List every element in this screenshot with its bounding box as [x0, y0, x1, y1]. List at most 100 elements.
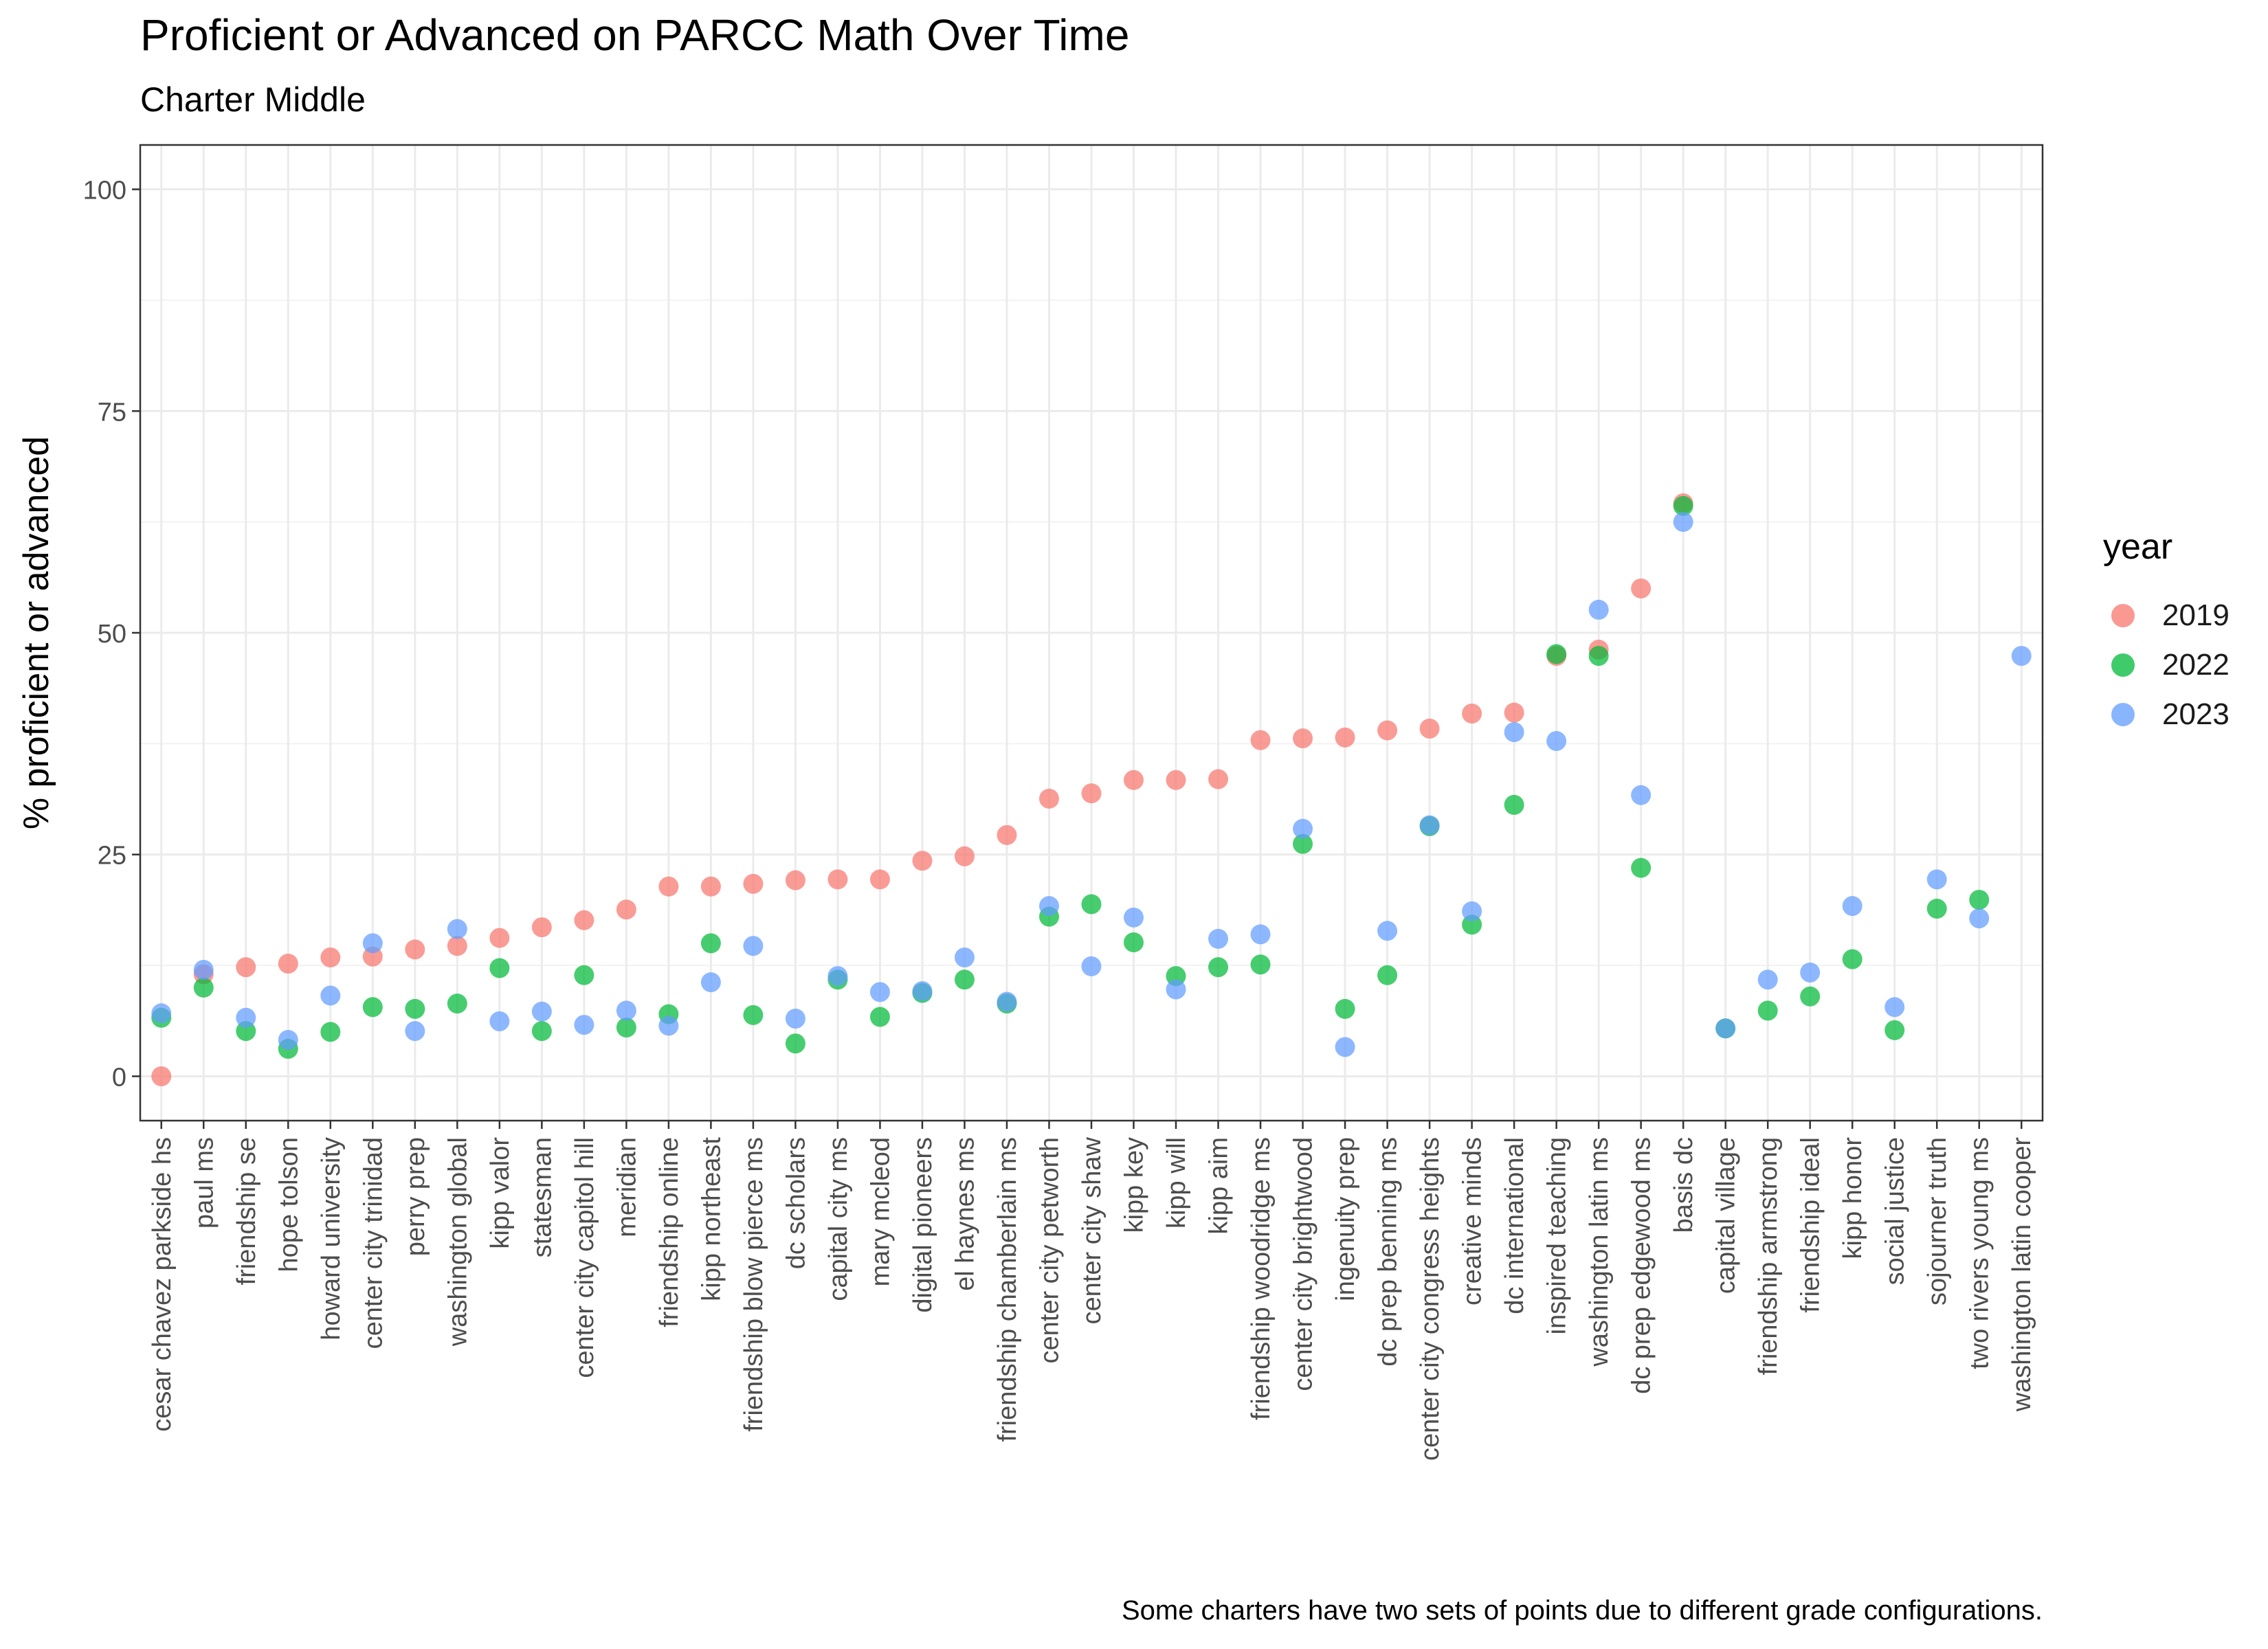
x-tick-label: capital village — [1712, 1137, 1741, 1294]
data-point-2023 — [1250, 924, 1271, 945]
data-point-2022 — [1546, 644, 1567, 664]
data-point-2022 — [1250, 954, 1271, 975]
x-tick-label: basis dc — [1669, 1137, 1698, 1233]
data-point-2019 — [785, 870, 805, 890]
data-point-2023 — [405, 1021, 425, 1042]
x-tick-label: center city brightwood — [1289, 1137, 1318, 1391]
data-point-2023 — [278, 1030, 298, 1051]
data-point-2023 — [1293, 818, 1313, 839]
data-point-2023 — [1504, 722, 1524, 743]
data-point-2022 — [193, 977, 214, 998]
data-point-2019 — [1166, 770, 1186, 790]
data-point-2023 — [743, 936, 764, 956]
chart-caption: Some charters have two sets of points du… — [1121, 1595, 2043, 1626]
data-point-2022 — [1293, 833, 1313, 854]
x-tick-label: digital pioneers — [909, 1137, 937, 1313]
y-tick-label: 100 — [83, 177, 126, 205]
data-point-2023 — [574, 1015, 594, 1035]
x-tick-label: kipp honor — [1838, 1137, 1867, 1259]
x-tick-label: inspired teaching — [1543, 1137, 1572, 1334]
data-point-2023 — [658, 1016, 679, 1036]
data-point-2019 — [1250, 730, 1271, 750]
legend-title: year — [2103, 527, 2173, 567]
data-point-2023 — [1208, 928, 1229, 949]
data-point-2022 — [1588, 646, 1609, 666]
legend-item-2019: 2019 — [2103, 592, 2230, 640]
data-point-2023 — [1757, 969, 1778, 990]
x-tick-label: washington latin ms — [1585, 1137, 1614, 1367]
data-point-2022 — [1124, 932, 1144, 953]
data-point-2022 — [743, 1005, 764, 1025]
data-point-2022 — [616, 1017, 636, 1037]
data-point-2019 — [827, 869, 848, 890]
data-point-2023 — [1842, 896, 1863, 917]
data-point-2022 — [1504, 794, 1524, 815]
legend-key-dot — [2111, 703, 2135, 726]
y-tick-label: 50 — [98, 620, 126, 649]
x-tick-label: kipp northeast — [697, 1137, 726, 1301]
data-point-2019 — [151, 1066, 172, 1086]
data-point-2019 — [236, 957, 256, 978]
x-tick-label: meridian — [612, 1137, 641, 1237]
data-point-2022 — [700, 933, 721, 954]
data-point-2023 — [1673, 512, 1693, 532]
data-point-2019 — [1038, 788, 1059, 809]
x-tick-label: washington latin cooper — [2008, 1137, 2036, 1413]
data-point-2019 — [869, 869, 890, 890]
data-point-2022 — [1842, 949, 1863, 969]
x-tick-label: center city trinidad — [359, 1137, 388, 1349]
x-tick-label: center city shaw — [1078, 1136, 1107, 1324]
x-tick-label: kipp aim — [1205, 1137, 1234, 1235]
data-point-2023 — [362, 933, 383, 954]
data-point-2023 — [1081, 956, 1102, 976]
data-point-2023 — [236, 1007, 256, 1028]
data-point-2023 — [616, 1000, 636, 1021]
x-tick-label: friendship ideal — [1797, 1137, 1825, 1313]
x-tick-label: dc prep edgewood ms — [1627, 1137, 1656, 1394]
legend-item-2023: 2023 — [2103, 691, 2230, 739]
data-point-2023 — [954, 947, 975, 967]
data-point-2022 — [362, 997, 383, 1018]
data-point-2023 — [151, 1003, 172, 1024]
x-tick-label: howard university — [317, 1137, 346, 1340]
data-point-2023 — [1631, 785, 1652, 805]
data-point-2022 — [1800, 986, 1821, 1007]
data-point-2019 — [1124, 770, 1144, 790]
x-tick-label: social justice — [1881, 1137, 1910, 1285]
data-point-2023 — [1166, 979, 1186, 1000]
data-point-2023 — [2011, 646, 2032, 666]
x-tick-label: friendship chamberlain ms — [993, 1137, 1022, 1442]
data-point-2019 — [912, 851, 933, 871]
data-point-2023 — [785, 1009, 805, 1029]
data-point-2023 — [447, 919, 467, 939]
data-point-2019 — [658, 876, 679, 897]
data-point-2023 — [1377, 921, 1398, 941]
x-tick-label: perry prep — [401, 1137, 430, 1256]
y-axis-title: % proficient or advanced — [16, 436, 56, 829]
x-tick-label: kipp key — [1120, 1137, 1149, 1233]
data-point-2023 — [531, 1001, 552, 1022]
data-point-2023 — [912, 981, 933, 1002]
data-point-2019 — [531, 917, 552, 938]
data-point-2022 — [1335, 998, 1355, 1019]
data-point-2023 — [700, 972, 721, 993]
data-point-2019 — [1504, 702, 1524, 723]
x-tick-label: dc prep benning ms — [1374, 1137, 1403, 1367]
data-point-2022 — [1926, 898, 1947, 919]
data-point-2023 — [1546, 730, 1567, 751]
x-tick-label: dc scholars — [781, 1137, 810, 1269]
data-point-2019 — [1081, 783, 1102, 804]
data-point-2019 — [1419, 718, 1440, 739]
legend-key-dot — [2111, 653, 2135, 677]
x-tick-label: ingenuity prep — [1331, 1137, 1360, 1301]
data-point-2022 — [1757, 1000, 1778, 1021]
data-point-2022 — [869, 1007, 890, 1027]
x-tick-label: center city capitol hill — [570, 1137, 599, 1378]
legend-item-2022: 2022 — [2103, 641, 2230, 689]
data-point-2019 — [1377, 720, 1398, 741]
data-point-2023 — [827, 966, 848, 987]
data-point-2022 — [447, 994, 467, 1014]
data-point-2022 — [1081, 894, 1102, 915]
data-point-2019 — [1462, 703, 1482, 723]
